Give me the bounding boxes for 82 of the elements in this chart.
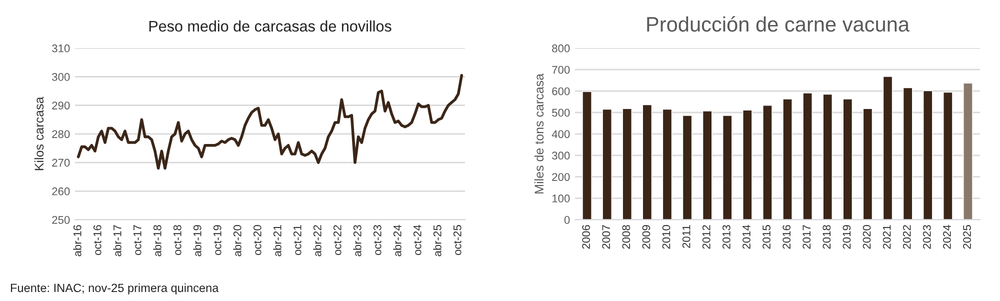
y-tick-label: 100 [552,194,570,202]
y-tick-label: 200 [552,173,570,181]
y-tick-label: 500 [552,108,570,117]
bar [862,108,873,220]
x-tick-label: oct-23 [373,225,382,256]
bar [963,82,973,220]
x-tick-label: 2006 [582,225,590,249]
chart-title: Producción de carne vacuna [647,16,910,32]
x-tick-label: 2009 [642,225,650,249]
y-tick-label: 250 [52,216,70,224]
x-tick-label: abr-23 [353,225,362,256]
y-tick-label: 270 [52,158,70,167]
x-tick-label: oct-24 [413,224,422,256]
x-tick-label: 2022 [902,225,911,249]
bar [742,110,752,220]
bar [822,94,832,220]
y-tick-label: 300 [552,152,570,160]
x-tick-label: oct-16 [93,225,102,256]
line-series [76,74,464,170]
y-axis-title: Miles de tons carcasa [534,74,544,194]
x-tick-label: abr-16 [73,225,82,256]
bar [842,98,853,220]
x-tick-label: 2008 [622,225,630,249]
x-tick-label: 2020 [862,225,871,249]
x-tick-label: 2018 [822,225,831,249]
bar [682,115,692,220]
y-axis-title: Kilos carcasa [34,96,44,170]
x-tick-label: abr-25 [433,225,442,256]
bar [923,90,933,220]
y-tick-label: 300 [52,73,70,81]
bar [722,115,732,220]
x-tick-label: 2019 [842,225,851,249]
bar [802,92,812,220]
x-tick-label: 2017 [802,225,811,249]
bar [702,110,712,220]
bar [762,105,772,220]
y-tick-label: 290 [52,102,70,110]
x-tick-label: 2016 [782,225,791,249]
x-tick-label: 2021 [882,225,891,249]
x-tick-label: oct-17 [134,225,142,256]
x-tick-label: 2010 [662,225,670,249]
x-tick-label: oct-19 [213,225,222,256]
y-tick-label: 310 [52,44,70,52]
bar [902,87,913,220]
x-tick-label: 2014 [742,224,750,249]
y-tick-label: 600 [552,87,570,96]
x-tick-label: 2013 [722,225,730,249]
x-tick-label: oct-25 [453,225,462,256]
x-tick-label: 2025 [963,225,971,249]
x-tick-label: 2015 [762,225,770,249]
y-tick-label: 800 [552,44,570,52]
x-tick-label: 2023 [922,225,931,249]
x-tick-label: 2024 [943,224,951,249]
bar [602,108,612,220]
x-tick-label: 2011 [682,225,690,248]
bar [662,108,672,220]
bar [582,91,592,220]
bar [782,98,792,220]
source-note: Fuente: INAC; nov-25 primera quincena [10,283,219,294]
y-tick-label: 260 [52,187,70,196]
x-tick-label: abr-24 [393,224,402,256]
y-tick-label: 280 [52,130,70,138]
y-tick-label: 0 [564,216,570,224]
x-tick-label: oct-21 [293,225,302,256]
y-tick-label: 400 [552,130,570,138]
x-tick-label: 2007 [602,225,610,249]
bar [943,92,953,220]
bar [622,108,632,220]
x-tick-label: oct-18 [173,225,182,256]
bar [882,76,893,220]
x-tick-label: abr-22 [313,225,322,256]
x-tick-label: oct-22 [333,225,342,256]
chart-title: Peso medio de carcasas de novillos [149,20,392,32]
x-tick-label: abr-18 [153,225,162,256]
x-tick-label: abr-20 [233,225,242,256]
bar [642,104,652,220]
y-tick-label: 700 [552,66,570,74]
x-tick-label: oct-20 [253,225,262,256]
x-tick-label: abr-21 [273,225,282,256]
x-tick-label: abr-17 [113,225,122,256]
x-tick-label: abr-19 [193,225,202,256]
x-tick-label: 2012 [702,225,710,249]
